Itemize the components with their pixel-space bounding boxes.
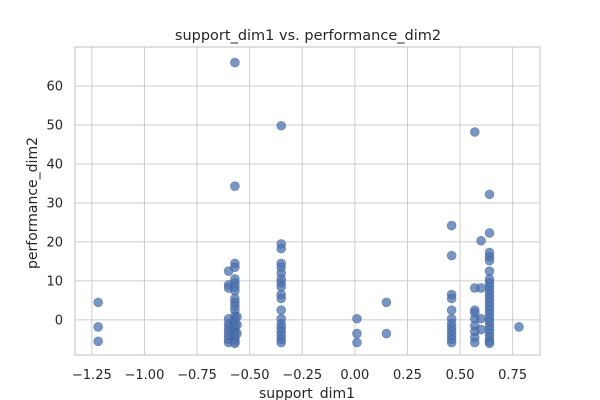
x-tick-label: −1.00 <box>125 368 165 383</box>
data-point <box>476 324 486 335</box>
x-tick-label: −1.25 <box>72 368 112 383</box>
y-axis-ticks: 0 10 20 30 40 50 60 <box>46 79 63 328</box>
data-point <box>469 337 480 348</box>
data-point <box>484 189 495 200</box>
y-axis-label: performance_dim2 <box>25 137 41 269</box>
plot-frame <box>74 46 541 356</box>
data-point <box>469 127 480 137</box>
x-axis-label: support_dim1 <box>259 386 355 400</box>
data-point <box>476 283 486 293</box>
data-point <box>446 337 457 348</box>
data-point <box>381 297 392 308</box>
data-point <box>381 328 392 339</box>
data-point <box>352 313 362 324</box>
data-point <box>352 337 362 348</box>
x-tick-label: 0.25 <box>393 368 422 383</box>
y-tick-label: 20 <box>46 235 63 250</box>
data-point <box>446 305 457 315</box>
y-tick-label: 30 <box>46 196 63 211</box>
data-point <box>484 338 495 349</box>
data-point <box>476 313 486 324</box>
data-point <box>476 235 486 246</box>
data-point <box>276 120 286 131</box>
data-point <box>230 181 240 191</box>
data-point <box>514 322 524 332</box>
x-tick-label: 0.75 <box>498 368 527 383</box>
data-point <box>276 337 286 348</box>
data-point <box>232 319 242 330</box>
x-tick-label: −0.50 <box>230 368 270 383</box>
x-tick-label: −0.25 <box>282 368 322 383</box>
data-point <box>484 228 495 238</box>
y-tick-label: 60 <box>46 79 63 94</box>
data-point <box>230 262 240 273</box>
data-point <box>276 305 286 315</box>
data-point <box>93 322 103 332</box>
x-tick-label: 0.50 <box>446 368 475 383</box>
chart-title: support_dim1 vs. performance_dim2 <box>175 28 441 44</box>
y-tick-label: 0 <box>55 313 63 328</box>
data-point <box>93 336 103 347</box>
data-point <box>484 255 495 266</box>
data-point <box>230 57 240 68</box>
grid-lines <box>75 47 540 355</box>
x-tick-label: 0.00 <box>340 368 369 383</box>
x-axis-ticks: −1.25 −1.00 −0.75 −0.50 −0.25 0.00 0.25 0.50 0.7… <box>72 368 527 383</box>
y-tick-label: 40 <box>46 157 63 172</box>
y-tick-label: 50 <box>46 118 63 133</box>
data-point <box>93 297 103 308</box>
data-point <box>232 328 242 339</box>
data-point <box>446 220 457 231</box>
data-point <box>446 250 457 261</box>
y-tick-label: 10 <box>46 274 63 289</box>
data-point <box>446 293 457 304</box>
data-points <box>93 57 524 349</box>
data-point <box>276 243 286 254</box>
data-point <box>352 328 362 339</box>
data-point <box>230 338 240 349</box>
data-point <box>276 293 286 304</box>
x-tick-label: −0.75 <box>177 368 217 383</box>
